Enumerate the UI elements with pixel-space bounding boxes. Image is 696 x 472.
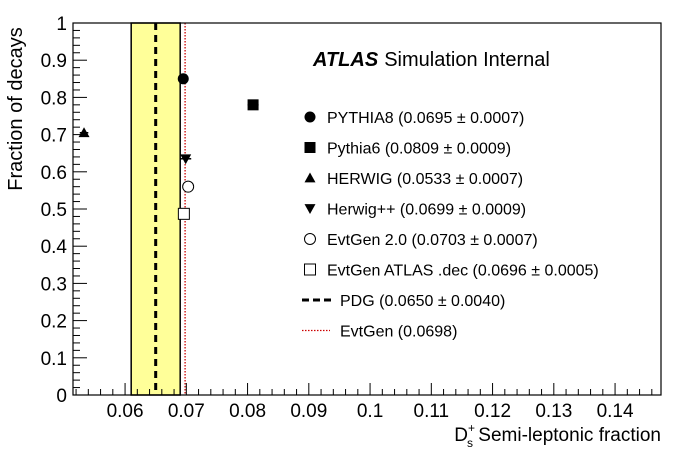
experiment-tag: Simulation Internal [384,49,550,71]
y-axis: 0 0.1 0.2 0.3 0.4 0.5 0.6 0.7 0.8 0.9 1 [41,14,87,407]
legend-marker-evtgen-2-0 [304,233,316,245]
data-point-herwig [78,127,90,138]
x-tick-label: 0.14 [597,401,634,422]
data-point-evtgen-2-0 [182,180,195,193]
legend-label-herwig: HERWIG (0.0533 ± 0.0007) [327,171,523,188]
y-tick-label: 0.2 [41,312,67,333]
x-tick-label: 0.12 [474,401,511,422]
legend-marker-herwig [304,172,316,183]
x-tick-label: 0.08 [229,401,266,422]
x-tick-label: 0.09 [290,401,327,422]
legend-marker-evtgen-atlas-dec [304,263,316,276]
data-point-evtgen-atlas-dec [177,207,190,220]
x-tick-label: 0.07 [168,401,205,422]
legend-label-evtgen-atlas-dec: EvtGen ATLAS .dec (0.0696 ± 0.0005) [327,263,599,280]
x-tick-label: 0.06 [107,401,144,422]
legend-label-pythia8: PYTHIA8 (0.0695 ± 0.0007) [327,110,524,127]
data-point-pythia8 [177,73,189,85]
experiment-name: ATLAS [312,49,379,71]
x-axis-label: D+ s Semi-leptonic fraction [454,421,661,450]
y-tick-label: 0.5 [41,200,67,221]
x-tick-label: 0.11 [414,401,450,422]
data-points-layer [78,73,259,220]
x-axis-label-sup: + [468,421,475,435]
legend-label-evtgen-2-0: EvtGen 2.0 (0.0703 ± 0.0007) [327,232,538,249]
legend-marker-herwig [304,204,316,214]
y-tick-label: 1 [56,14,67,35]
legend-label-pdg: PDG (0.0650 ± 0.0040) [340,293,505,310]
legend-label-herwig: Herwig++ (0.0699 ± 0.0009) [327,202,526,219]
legend-marker-pythia8 [304,111,316,123]
y-axis-label: Fraction of decays [5,27,27,190]
legend-label-evtgen: EvtGen (0.0698) [340,324,457,341]
x-tick-label: 0.13 [535,401,572,422]
y-tick-label: 0.9 [41,51,67,72]
x-axis-label-rest: Semi-leptonic fraction [473,425,661,446]
data-point-herwig [180,154,192,165]
y-tick-label: 0.7 [41,126,67,147]
legend-label-pythia6: Pythia6 (0.0809 ± 0.0009) [327,141,511,158]
experiment-label: ATLAS Simulation Internal [312,49,550,71]
legend-marker-pythia6 [304,142,316,153]
y-tick-label: 0 [56,386,67,407]
legend: PYTHIA8 (0.0695 ± 0.0007) Pythia6 (0.0809… [302,110,599,341]
y-tick-label: 0.8 [41,88,67,109]
x-axis: 0.06 0.07 0.08 0.09 0.1 0.11 0.12 0.13 0.14 [75,383,653,422]
x-tick-label: 0.1 [357,401,383,422]
y-tick-label: 0.3 [41,274,67,295]
y-tick-label: 0.6 [41,163,67,184]
y-tick-label: 0.1 [41,349,67,370]
data-point-pythia6 [247,99,259,111]
x-axis-label-main: D [454,425,468,446]
y-tick-label: 0.4 [41,237,68,258]
x-axis-label-sub: s [467,436,473,450]
